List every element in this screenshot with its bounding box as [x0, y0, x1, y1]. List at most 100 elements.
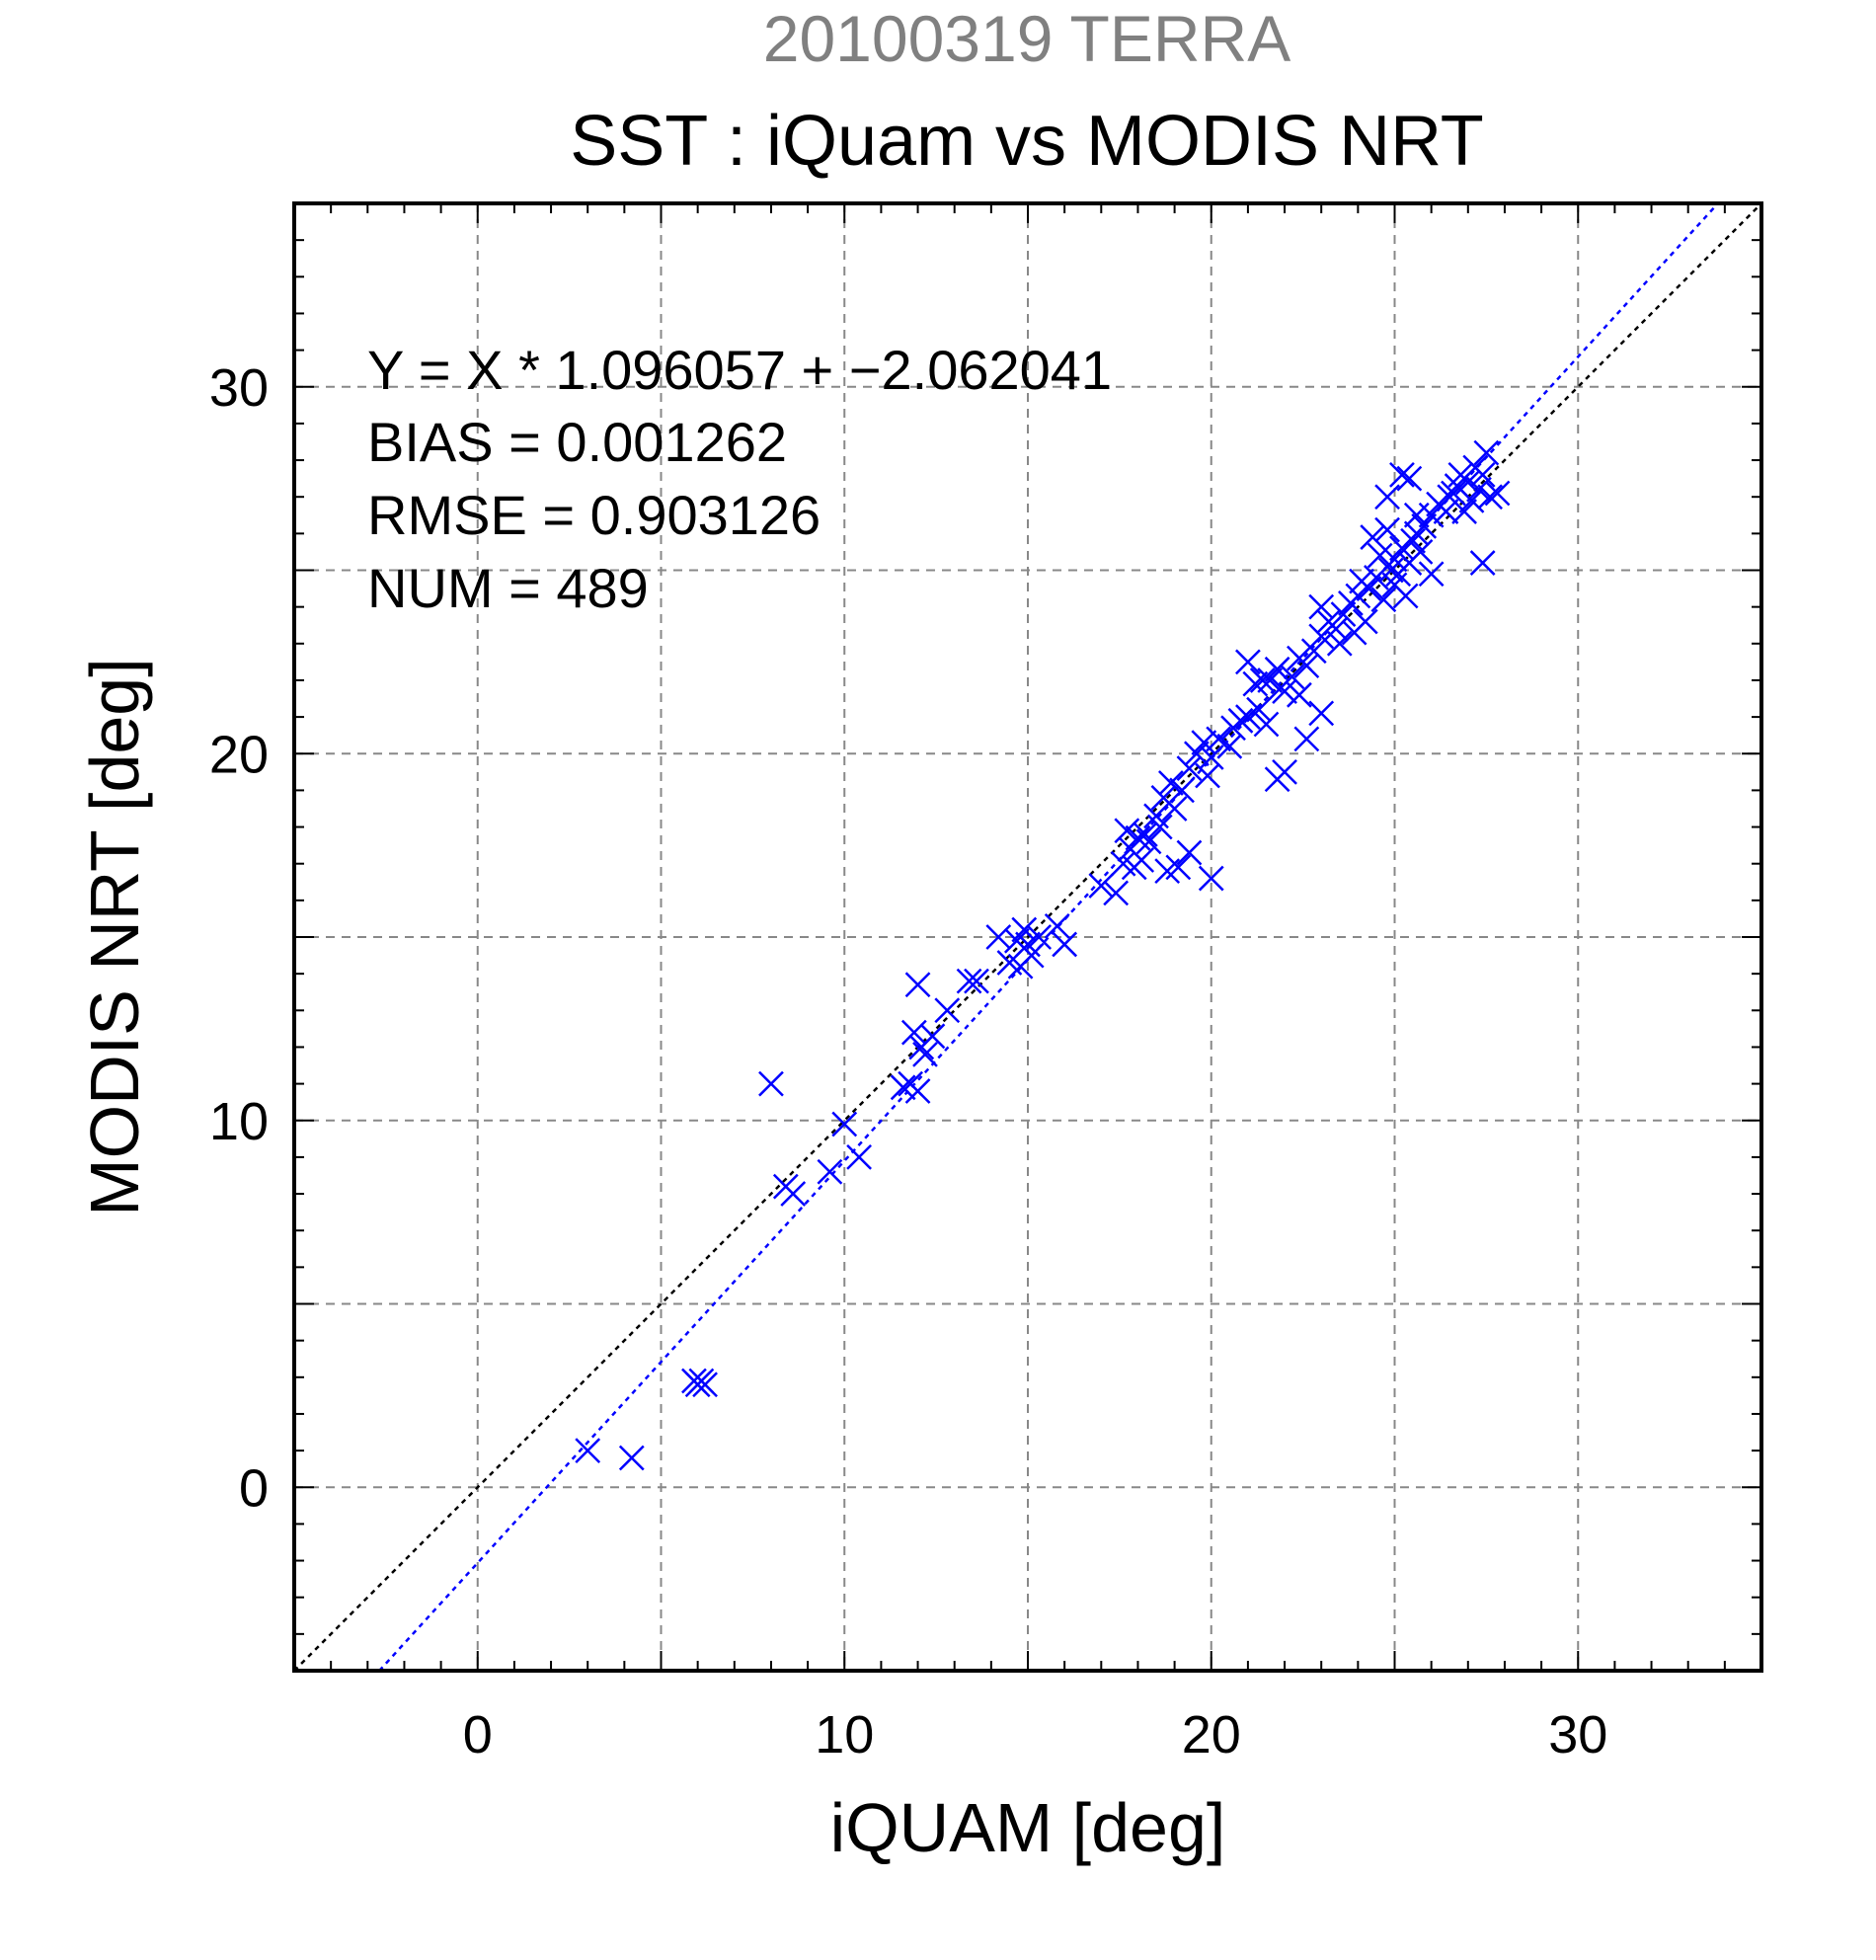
data-point	[1158, 770, 1184, 796]
data-point	[1341, 619, 1368, 646]
data-point	[1121, 854, 1147, 881]
data-point	[1374, 516, 1400, 543]
x-tick-labels: 0 10 20 30	[463, 1705, 1608, 1764]
data-point	[1235, 649, 1261, 675]
data-point	[1458, 488, 1485, 513]
data-point	[1418, 561, 1445, 588]
y-tick-label: 0	[239, 1458, 269, 1518]
data-point	[890, 1074, 916, 1101]
fit-equation: Y = X * 1.096057 + −2.062041	[367, 339, 1112, 401]
data-point	[575, 1438, 601, 1463]
data-point	[1052, 931, 1078, 958]
data-point	[1018, 942, 1045, 969]
data-point	[1191, 730, 1217, 755]
data-point	[904, 972, 931, 998]
data-point	[1360, 524, 1386, 550]
data-point	[1477, 484, 1503, 510]
one-to-one-line	[293, 202, 1762, 1672]
data-point	[1103, 880, 1130, 906]
data-point	[1242, 670, 1269, 697]
data-point	[1367, 542, 1393, 569]
data-point	[1300, 638, 1327, 665]
data-point	[1374, 484, 1400, 510]
data-point	[1469, 462, 1496, 488]
y-axis-label: MODIS NRT [deg]	[76, 658, 153, 1215]
data-points	[575, 439, 1511, 1471]
data-point	[846, 1144, 872, 1170]
data-point	[1293, 726, 1320, 752]
data-point	[934, 997, 961, 1024]
y-tick-labels: 0 10 20 30	[209, 358, 269, 1519]
data-point	[1407, 539, 1434, 565]
data-point	[1411, 513, 1438, 539]
data-point	[1161, 796, 1188, 822]
data-point	[1330, 601, 1357, 627]
data-point	[1308, 700, 1335, 727]
data-point	[1198, 865, 1224, 892]
chart-subtitle: SST : iQuam vs MODIS NRT	[570, 102, 1484, 181]
data-point	[1253, 711, 1280, 738]
data-point	[1400, 527, 1426, 554]
data-point	[1403, 502, 1430, 528]
data-point	[1473, 439, 1500, 466]
data-point	[1249, 667, 1276, 693]
data-point	[1235, 704, 1261, 730]
data-point	[919, 1023, 946, 1050]
data-point	[1246, 696, 1272, 723]
plot-frame	[292, 201, 1763, 1673]
data-point	[1433, 499, 1459, 524]
data-point	[817, 1158, 843, 1185]
data-point	[1169, 777, 1195, 804]
reference-lines	[293, 202, 1762, 1672]
data-point	[1293, 653, 1320, 678]
data-point	[956, 968, 982, 994]
data-point	[1268, 674, 1294, 701]
x-tick-label: 30	[1548, 1705, 1607, 1764]
y-tick-label: 20	[209, 725, 269, 784]
data-point	[1011, 916, 1038, 943]
data-point	[1349, 568, 1374, 594]
stats-annotation: Y = X * 1.096057 + −2.062041 BIAS = 0.00…	[367, 339, 1112, 619]
data-point	[1176, 839, 1203, 866]
chart-title: 20100319 TERRA	[763, 2, 1290, 75]
x-tick-label: 10	[815, 1705, 874, 1764]
data-point	[1146, 814, 1173, 840]
data-point	[1088, 873, 1115, 899]
x-tick-label: 20	[1182, 1705, 1241, 1764]
data-point	[758, 1070, 784, 1097]
data-point	[1326, 630, 1353, 657]
data-point	[780, 1181, 807, 1207]
data-point	[1044, 912, 1070, 939]
data-point	[1392, 583, 1419, 609]
data-point	[1389, 462, 1415, 488]
data-point	[1287, 681, 1312, 708]
data-point	[1396, 465, 1423, 492]
data-point	[912, 1041, 938, 1067]
data-point	[1165, 854, 1192, 881]
num-label: NUM = 489	[367, 557, 649, 619]
data-point	[1484, 480, 1511, 507]
bias-label: BIAS = 0.001262	[367, 411, 787, 473]
data-point	[964, 968, 989, 994]
data-point	[618, 1445, 645, 1471]
grid-lines	[294, 203, 1761, 1671]
data-point	[831, 1111, 858, 1137]
data-point	[1469, 550, 1496, 576]
x-tick-label: 0	[463, 1705, 493, 1764]
data-point	[1257, 667, 1284, 693]
rmse-label: RMSE = 0.903126	[367, 484, 821, 546]
data-point	[1370, 587, 1397, 613]
data-point	[1135, 828, 1162, 855]
data-point	[1308, 593, 1335, 620]
data-point	[1220, 715, 1246, 742]
data-point	[1184, 741, 1210, 767]
y-tick-label: 30	[209, 358, 269, 418]
data-point	[1308, 623, 1335, 650]
data-point	[1466, 476, 1492, 503]
y-tick-label: 10	[209, 1092, 269, 1151]
data-point	[1451, 499, 1477, 524]
data-point	[692, 1372, 718, 1398]
data-point	[1026, 924, 1053, 950]
